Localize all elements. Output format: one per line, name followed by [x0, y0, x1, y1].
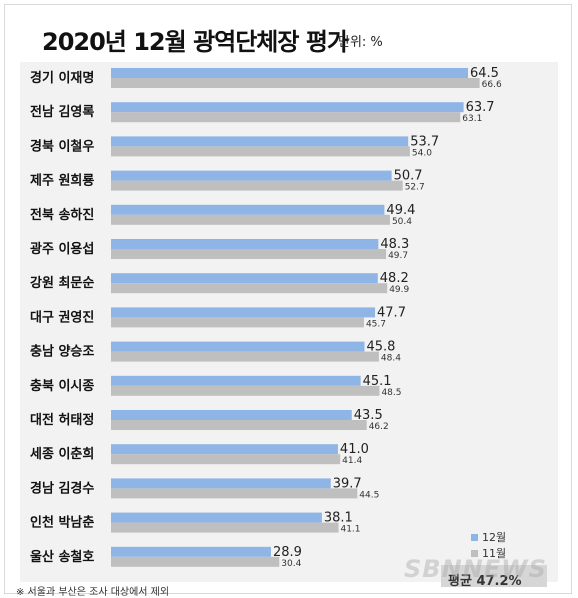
value-label-dec: 41.0 — [340, 442, 369, 457]
average-box — [441, 565, 547, 587]
value-label-dec: 45.8 — [367, 340, 396, 355]
category-label: 인천 박남춘 — [30, 515, 94, 531]
value-label-dec: 48.3 — [380, 237, 409, 252]
bar-dec — [111, 478, 331, 489]
bar-nov — [111, 522, 339, 533]
bar-nov — [111, 454, 341, 465]
watermark-logo: SBNNEWS — [404, 555, 547, 583]
bar-nov — [111, 180, 403, 191]
legend-swatch-nov — [471, 549, 478, 557]
value-label-nov: 45.7 — [366, 319, 386, 329]
bar-nov — [111, 385, 380, 396]
legend-label-nov: 11월 — [482, 547, 507, 560]
bar-nov — [111, 317, 364, 328]
unit-label: 단위: % — [338, 35, 383, 50]
bar-nov — [111, 214, 390, 225]
bar-dec — [111, 273, 378, 284]
bar-nov — [111, 556, 280, 567]
category-label: 대전 허태정 — [30, 412, 94, 428]
bar-nov — [111, 283, 388, 294]
bar-dec — [111, 102, 464, 113]
bar-dec — [111, 444, 338, 455]
value-label-nov: 41.1 — [340, 525, 360, 535]
value-label-nov: 63.1 — [462, 114, 482, 124]
bar-dec — [111, 239, 379, 249]
category-label: 세종 이춘희 — [30, 446, 94, 462]
bar-nov — [111, 249, 387, 259]
value-label-dec: 48.2 — [380, 271, 409, 286]
bar-nov — [111, 420, 367, 430]
bar-nov — [111, 488, 358, 499]
value-label-nov: 49.9 — [389, 285, 409, 295]
bar-nov — [111, 351, 379, 362]
category-label: 경남 김경수 — [30, 480, 94, 496]
category-label: 제주 원희룡 — [30, 174, 94, 189]
category-label: 대구 권영진 — [30, 309, 94, 325]
bar-dec — [111, 68, 469, 78]
value-label-dec: 47.7 — [377, 305, 406, 320]
bar-dec — [111, 375, 361, 386]
value-label-nov: 52.7 — [405, 183, 425, 193]
value-label-nov: 50.4 — [392, 217, 412, 227]
bar-nov — [111, 78, 480, 88]
category-label: 전북 송하진 — [30, 207, 94, 223]
bar-dec — [111, 307, 376, 318]
bar-dec — [111, 546, 271, 557]
category-label: 강원 최문순 — [30, 275, 94, 291]
footnote: ※ 서울과 부산은 조사 대상에서 제외 — [16, 587, 170, 598]
value-label-nov: 48.4 — [381, 354, 401, 364]
value-label-nov: 46.2 — [369, 422, 389, 432]
bar-dec — [111, 136, 409, 147]
category-label: 경기 이재명 — [30, 70, 94, 86]
category-label: 광주 이용섭 — [30, 241, 94, 257]
average-label: 평균 47.2% — [448, 574, 522, 589]
legend-item-dec: 12월 — [471, 529, 506, 545]
value-label-dec: 39.7 — [333, 476, 362, 491]
value-label-nov: 49.7 — [388, 251, 408, 261]
value-label-nov: 66.6 — [482, 80, 502, 90]
legend-item-nov: 11월 — [471, 545, 506, 561]
value-label-dec: 43.5 — [354, 408, 383, 423]
category-label: 충남 양승조 — [30, 344, 94, 360]
bar-dec — [111, 512, 322, 523]
category-label: 전남 김영록 — [30, 104, 94, 120]
value-label-nov: 41.4 — [342, 456, 362, 466]
bar-dec — [111, 341, 365, 352]
value-label-dec: 45.1 — [363, 374, 392, 389]
bar-dec — [111, 410, 352, 420]
category-label: 충북 이시종 — [30, 378, 94, 394]
value-label-nov: 48.5 — [381, 388, 401, 398]
chart-title: 2020년 12월 광역단체장 평가 — [42, 28, 349, 56]
value-label-dec: 49.4 — [386, 203, 415, 218]
value-label-nov: 54.0 — [412, 148, 432, 158]
bar-dec — [111, 204, 385, 215]
value-label-dec: 64.5 — [470, 66, 499, 81]
value-label-dec: 50.7 — [394, 169, 423, 184]
legend-label-dec: 12월 — [482, 531, 507, 544]
value-label-dec: 63.7 — [466, 100, 495, 115]
bar-nov — [111, 112, 461, 123]
value-label-dec: 28.9 — [273, 545, 302, 560]
category-label: 울산 송철호 — [30, 549, 94, 565]
value-label-dec: 38.1 — [324, 511, 353, 526]
legend-swatch-dec — [471, 533, 478, 541]
value-label-dec: 53.7 — [410, 134, 439, 149]
value-label-nov: 30.4 — [281, 559, 301, 569]
category-label: 경북 이철우 — [30, 138, 94, 154]
value-label-nov: 44.5 — [359, 490, 379, 500]
bar-nov — [111, 146, 410, 157]
bar-dec — [111, 170, 392, 181]
